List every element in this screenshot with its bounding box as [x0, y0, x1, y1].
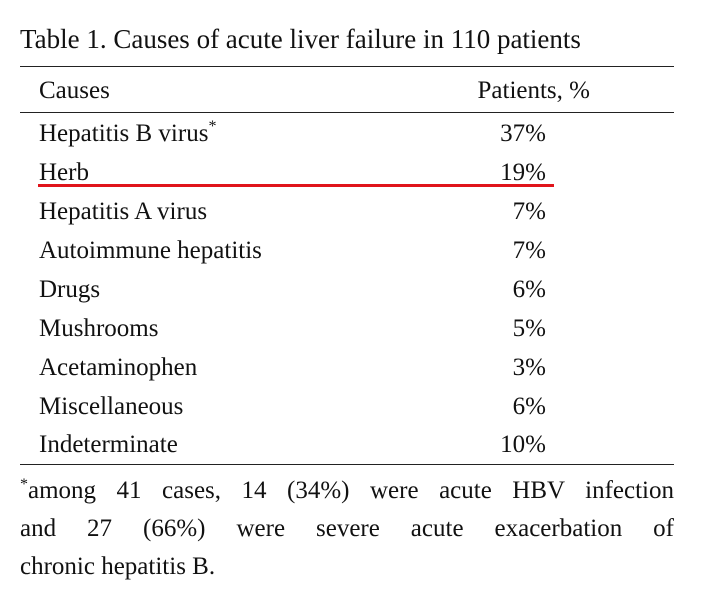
header-rule — [20, 112, 674, 113]
header-causes: Causes — [39, 77, 110, 104]
cause-hepatitis-b: Hepatitis B virus — [39, 120, 209, 147]
table-row: Indeterminate 10% — [20, 425, 674, 464]
asterisk-marker: * — [208, 118, 217, 135]
table-row: Autoimmune hepatitis 7% — [20, 231, 674, 270]
cause-drugs: Drugs — [39, 276, 101, 303]
patients-drugs: 6% — [512, 276, 546, 303]
footnote-asterisk: * — [20, 476, 28, 493]
footnote-line-3: chronic hepatitis B. — [20, 553, 216, 580]
table-title: Table 1. Causes of acute liver failure i… — [20, 24, 581, 54]
top-rule — [20, 66, 674, 67]
cause-indeterminate: Indeterminate — [39, 431, 178, 458]
patients-acetaminophen: 3% — [512, 354, 546, 381]
cause-hepatitis-a: Hepatitis A virus — [39, 198, 208, 225]
table-row: Mushrooms 5% — [20, 309, 674, 348]
cause-herb: Herb — [39, 159, 89, 186]
table-row: Hepatitis A virus 7% — [20, 192, 674, 231]
patients-herb: 19% — [500, 159, 546, 186]
cause-autoimmune-hepatitis: Autoimmune hepatitis — [39, 237, 262, 264]
table-row: Miscellaneous 6% — [20, 387, 674, 426]
cause-acetaminophen: Acetaminophen — [39, 354, 198, 381]
table-row: Drugs 6% — [20, 270, 674, 309]
patients-autoimmune-hepatitis: 7% — [512, 237, 546, 264]
bottom-rule — [20, 464, 674, 465]
footnote-line-2: and 27 (66%) were severe acute exacerbat… — [20, 515, 674, 542]
table-row: Acetaminophen 3% — [20, 348, 674, 387]
header-patients: Patients, % — [477, 77, 591, 104]
cause-miscellaneous: Miscellaneous — [39, 393, 184, 420]
table-footnote: *among 41 cases, 14 (34%) were acute HBV… — [20, 472, 674, 586]
footnote-line-1: *among 41 cases, 14 (34%) were acute HBV… — [20, 476, 674, 504]
patients-hepatitis-b: 37% — [500, 120, 546, 147]
patients-miscellaneous: 6% — [512, 393, 546, 420]
cause-mushrooms: Mushrooms — [39, 315, 159, 342]
patients-indeterminate: 10% — [500, 431, 546, 458]
table-row: Herb 19% — [20, 153, 674, 192]
patients-mushrooms: 5% — [512, 315, 546, 342]
table-row: Hepatitis B virus* 37% — [20, 114, 674, 153]
patients-hepatitis-a: 7% — [512, 198, 546, 225]
table-header: Causes Patients, % — [20, 71, 674, 110]
red-underline-annotation — [38, 184, 554, 187]
